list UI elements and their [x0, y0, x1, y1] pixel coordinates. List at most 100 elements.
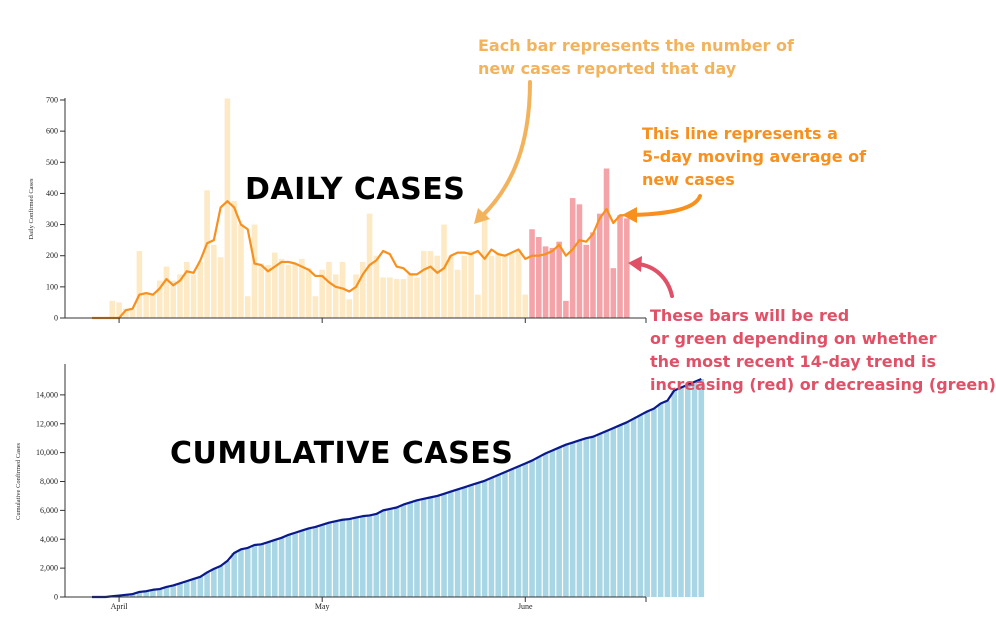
bar — [190, 274, 197, 318]
bar — [407, 502, 413, 597]
bar — [671, 390, 677, 597]
y-tick-label: 14,000 — [36, 390, 58, 399]
bar — [508, 254, 515, 318]
line-annotation: This line represents a 5-day moving aver… — [642, 122, 866, 191]
bar — [427, 251, 434, 318]
bar — [434, 255, 441, 318]
bars-note-arrow — [478, 80, 532, 220]
bar — [461, 255, 468, 318]
bar — [522, 463, 529, 597]
bar — [610, 428, 617, 597]
bar — [508, 469, 515, 597]
bar — [596, 213, 603, 318]
bar — [434, 495, 441, 597]
bar — [515, 249, 522, 318]
bar — [251, 545, 258, 597]
bar — [468, 251, 474, 318]
bar — [569, 442, 576, 597]
bar — [163, 586, 170, 597]
bar — [143, 591, 149, 597]
bar — [211, 568, 217, 597]
bar — [637, 415, 644, 597]
bar — [278, 537, 285, 597]
bar — [454, 489, 461, 597]
red-note-arrowhead — [628, 256, 642, 272]
bar — [292, 532, 298, 597]
line-annotation-line: new cases — [642, 170, 735, 189]
bar — [177, 583, 183, 597]
bar — [461, 487, 468, 597]
bar — [400, 279, 407, 318]
series-line — [92, 377, 702, 599]
bar — [373, 255, 380, 318]
bar — [129, 308, 136, 318]
bar — [583, 438, 589, 597]
y-tick-label: 2,000 — [40, 564, 58, 573]
bar — [197, 576, 204, 597]
bar — [549, 450, 556, 597]
y-tick-label: 0 — [54, 314, 58, 323]
bar — [420, 498, 427, 597]
bar — [387, 277, 393, 318]
cumulative-cases-chart: 0 2,000 4,000 6,000 8,000 10,000 12,000 14,000 A… — [15, 364, 705, 611]
bar — [556, 241, 562, 318]
bar — [651, 408, 657, 597]
bar — [109, 300, 116, 318]
bar — [529, 229, 535, 318]
bar — [698, 378, 705, 597]
bar — [502, 254, 508, 318]
bar — [156, 589, 163, 597]
bar — [475, 294, 481, 318]
bar — [163, 266, 170, 318]
bar — [312, 296, 319, 318]
bar — [305, 528, 312, 597]
bar — [211, 244, 217, 318]
bar — [184, 261, 190, 318]
y-tick-label: 300 — [46, 220, 58, 229]
bar — [454, 269, 461, 318]
bar — [448, 491, 454, 597]
bars-note-arrowhead — [474, 208, 490, 224]
y-tick-label: 10,000 — [36, 448, 58, 457]
bar — [542, 246, 549, 318]
bar — [603, 430, 610, 597]
bar — [563, 300, 569, 318]
bar — [204, 190, 210, 318]
line-note-arrow — [630, 194, 702, 217]
bar — [380, 510, 386, 598]
bar — [400, 504, 407, 597]
red-green-annotation: These bars will be red or green dependin… — [650, 304, 996, 396]
bar — [549, 247, 556, 318]
bar — [150, 589, 156, 597]
bar — [576, 440, 583, 597]
bars-annotation: Each bar represents the number of new ca… — [478, 34, 794, 80]
bar — [475, 482, 481, 597]
bar — [244, 296, 251, 318]
bars-annotation-line: new cases reported that day — [478, 59, 737, 78]
bar — [156, 280, 163, 318]
bar — [231, 201, 237, 318]
bar — [542, 453, 549, 597]
bar — [657, 403, 664, 597]
bar — [170, 280, 177, 318]
bar — [468, 485, 474, 597]
red-annotation-line: increasing (red) or decreasing (green) — [650, 375, 996, 394]
bar — [590, 232, 596, 318]
bar — [305, 268, 312, 318]
bar — [407, 272, 413, 318]
red-annotation-line: the most recent 14-day trend is — [650, 352, 937, 371]
bar — [481, 212, 488, 318]
x-tick-label: June — [518, 602, 533, 611]
bar — [684, 384, 691, 597]
y-tick-label: 12,000 — [36, 419, 58, 428]
series-line — [92, 200, 627, 320]
bar — [569, 198, 576, 318]
bar — [441, 224, 447, 318]
bar — [393, 279, 400, 318]
y-tick-label: 600 — [46, 127, 58, 136]
bar — [170, 585, 177, 597]
x-tick-label: May — [315, 602, 330, 611]
bar — [441, 493, 447, 597]
bar — [664, 400, 671, 597]
